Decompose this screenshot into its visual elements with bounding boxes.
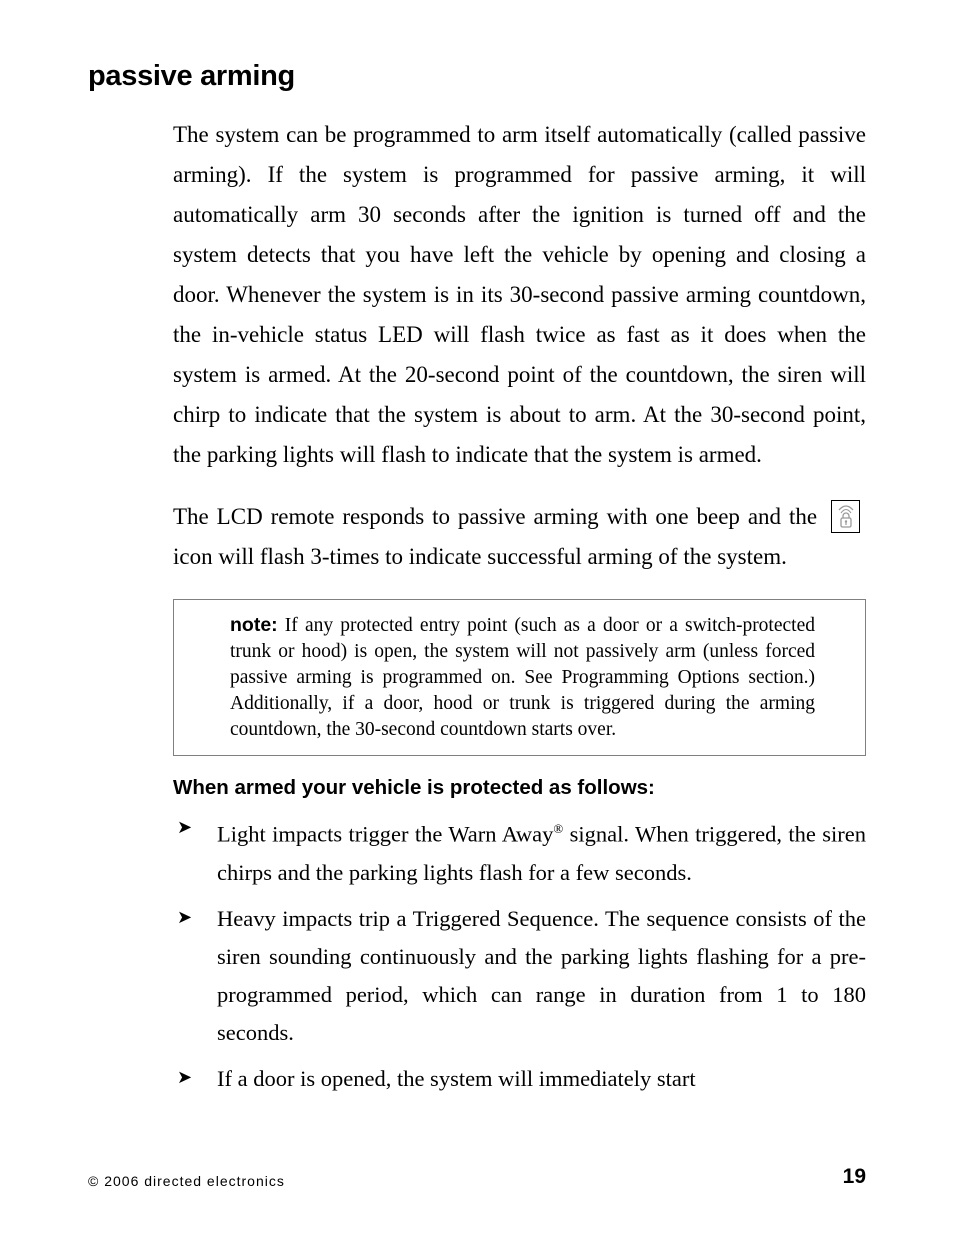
bullet-text-pre: If a door is opened, the system will imm… [217, 1066, 696, 1091]
page-number: 19 [843, 1165, 866, 1189]
bullet-marker-icon: ➤ [173, 900, 217, 934]
note-box: note: If any protected entry point (such… [173, 599, 866, 756]
page-footer: © 2006 directed electronics 19 [88, 1165, 866, 1189]
subheading: When armed your vehicle is protected as … [173, 776, 866, 800]
bullet-text: Heavy impacts trip a Triggered Sequence.… [217, 900, 866, 1052]
note-label: note: [230, 614, 278, 636]
paragraph-2-pre: The LCD remote responds to passive armin… [173, 504, 817, 529]
bullet-text: If a door is opened, the system will imm… [217, 1060, 866, 1098]
registered-mark: ® [553, 821, 563, 836]
page: passive arming The system can be program… [0, 0, 954, 1235]
paragraph-1: The system can be programmed to arm itse… [173, 115, 866, 475]
bullet-marker-icon: ➤ [173, 1060, 217, 1094]
copyright-text: © 2006 directed electronics [88, 1173, 285, 1189]
list-item: ➤ Heavy impacts trip a Triggered Sequenc… [173, 900, 866, 1052]
bullet-list: ➤ Light impacts trigger the Warn Away® s… [173, 810, 866, 1098]
body-content: The system can be programmed to arm itse… [173, 115, 866, 1098]
bullet-marker-icon: ➤ [173, 810, 217, 844]
paragraph-2-post: icon will flash 3-times to indicate succ… [173, 544, 787, 569]
list-item: ➤ Light impacts trigger the Warn Away® s… [173, 810, 866, 892]
note-text: If any protected entry point (such as a … [230, 615, 815, 740]
list-item: ➤ If a door is opened, the system will i… [173, 1060, 866, 1098]
bullet-text-pre: Heavy impacts trip a Triggered Sequence.… [217, 906, 866, 1045]
section-heading: passive arming [88, 60, 866, 93]
paragraph-2: The LCD remote responds to passive armin… [173, 497, 866, 577]
lock-icon [831, 500, 860, 533]
bullet-text: Light impacts trigger the Warn Away® sig… [217, 810, 866, 892]
bullet-text-pre: Light impacts trigger the Warn Away [217, 822, 553, 847]
